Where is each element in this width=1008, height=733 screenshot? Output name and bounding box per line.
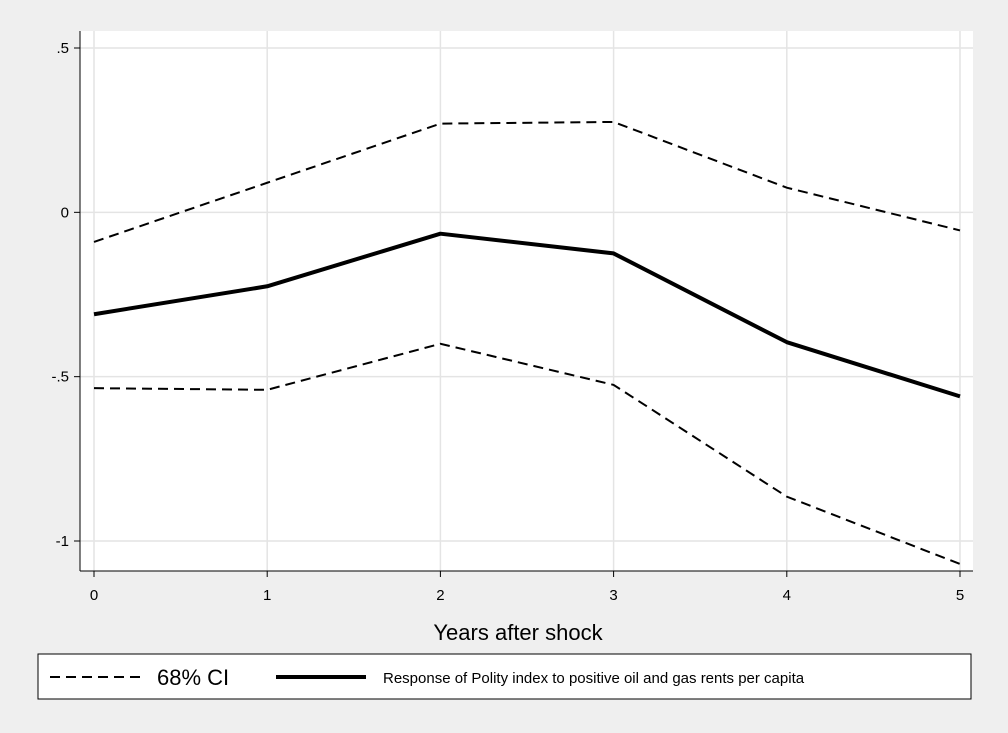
x-axis-title: Years after shock (433, 620, 603, 645)
ci-lower-line (93, 342, 961, 565)
y-tick-label: .5 (56, 40, 69, 57)
x-tick-label: 0 (90, 587, 98, 604)
y-tick-label: 0 (61, 204, 69, 221)
x-tick-label: 5 (956, 587, 964, 604)
x-tick-label: 3 (609, 587, 617, 604)
y-ticks: .5 0 -.5 -1 (51, 40, 80, 550)
x-tick-label: 4 (783, 587, 791, 604)
x-ticks: 0 1 2 3 4 5 (90, 571, 964, 604)
legend-response-label: Response of Polity index to positive oil… (383, 670, 805, 687)
plot-area (80, 31, 973, 571)
grid (80, 31, 973, 571)
y-tick-label: -.5 (51, 369, 69, 386)
series-group (93, 120, 961, 565)
legend-box (37, 653, 972, 700)
legend-ci-label: 68% CI (157, 665, 229, 690)
x-tick-label: 2 (436, 587, 444, 604)
response-line (93, 231, 961, 399)
legend: 68% CI Response of Polity index to posit… (37, 653, 972, 700)
x-tick-label: 1 (263, 587, 271, 604)
ci-upper-line (93, 120, 961, 243)
y-tick-label: -1 (56, 533, 69, 550)
